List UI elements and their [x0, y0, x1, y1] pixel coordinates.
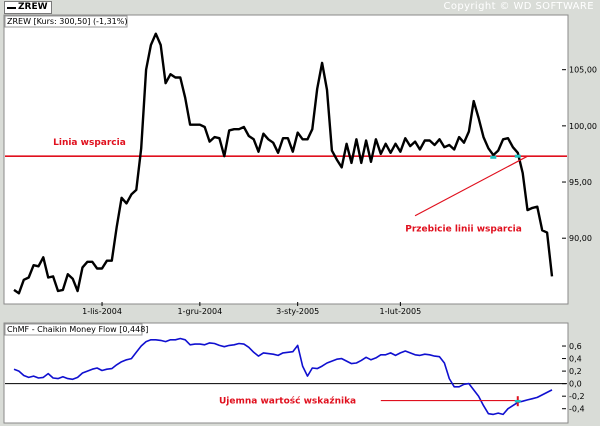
price-legend-label: ZREW [Kurs: 300,50] (-1,31%): [7, 17, 127, 26]
indicator-y-tick-label: -0,2: [569, 392, 585, 401]
indicator-legend-box: [4, 323, 143, 336]
breakout-arrow: [414, 155, 528, 217]
indicator-y-tick-label: 0,0: [569, 380, 582, 389]
price-x-tick-label: 1-lis-2004: [82, 307, 122, 316]
symbol-tab[interactable]: ZREW: [4, 1, 52, 14]
indicator-y-tick-label: 0,2: [569, 367, 582, 376]
indicator-series-line: [13, 337, 553, 416]
symbol-label: ZREW: [18, 2, 48, 12]
price-y-tick-label: 95,00: [569, 178, 592, 187]
price-y-tick-label: 105,00: [569, 66, 597, 75]
annotation-label: Przebicie linii wsparcia: [405, 224, 522, 234]
indicator-panel: [3, 322, 569, 424]
indicator-legend-label: ChMF - Chaikin Money Flow [0,448]: [7, 325, 148, 334]
price-y-tick-label: 90,00: [569, 234, 592, 243]
price-x-tick-label: 1-gru-2004: [178, 307, 223, 316]
price-legend-box: [4, 15, 128, 28]
price-panel: [3, 14, 569, 305]
indicator-y-tick-label: 0,4: [569, 355, 582, 364]
indicator-y-tick-label: 0,6: [569, 342, 582, 351]
copyright-text: Copyright © WD SOFTWARE: [443, 1, 594, 12]
price-x-tick-label: 1-lut-2005: [380, 307, 422, 316]
line-swatch-icon: [7, 6, 16, 9]
annotation-label: Linia wsparcia: [53, 138, 126, 148]
indicator-annotation-label: Ujemna wartość wskaźnika: [219, 396, 356, 407]
indicator-y-tick-label: -0,4: [569, 405, 585, 414]
price-series-line: [13, 32, 554, 295]
price-y-tick-label: 100,00: [569, 122, 597, 131]
price-x-tick-label: 3-sty-2005: [276, 307, 319, 316]
